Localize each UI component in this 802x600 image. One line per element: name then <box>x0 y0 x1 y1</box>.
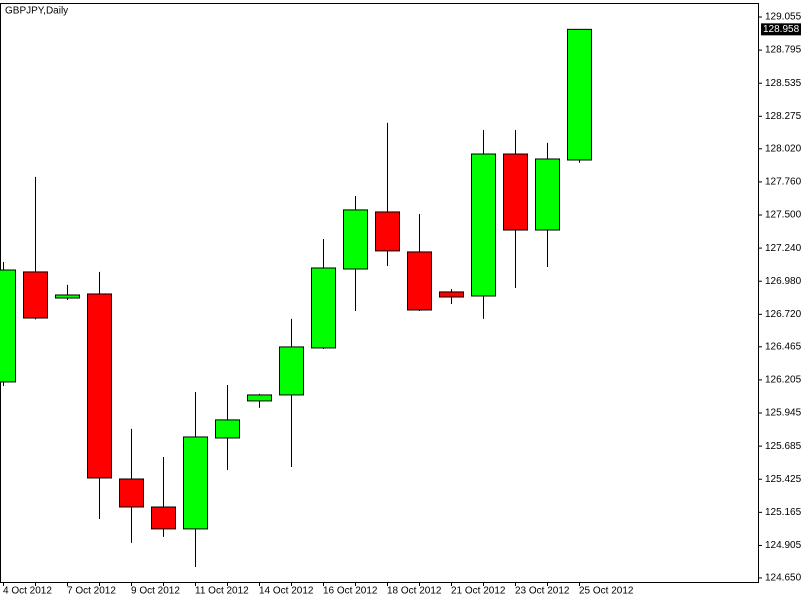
y-tick-label: 125.425 <box>765 474 802 485</box>
candle-body <box>151 506 176 530</box>
y-tick-label: 124.905 <box>765 540 802 551</box>
candle-body <box>503 153 528 231</box>
candle-body <box>407 251 432 311</box>
y-tick-label: 126.720 <box>765 309 802 320</box>
x-tick-label: 7 Oct 2012 <box>67 586 116 597</box>
y-tick-label: 128.795 <box>765 45 802 56</box>
y-tick-label: 125.945 <box>765 408 802 419</box>
candle-body <box>0 269 16 383</box>
y-tick-label: 126.205 <box>765 375 802 386</box>
x-tick-label: 4 Oct 2012 <box>3 586 52 597</box>
candle-body <box>279 346 304 396</box>
candle-body <box>215 419 240 439</box>
last-price-box <box>761 23 801 36</box>
x-tick-label: 21 Oct 2012 <box>451 586 506 597</box>
candle-body <box>55 294 80 299</box>
x-tick-label: 16 Oct 2012 <box>323 586 378 597</box>
y-tick-label: 125.165 <box>765 507 802 518</box>
chart-title: GBPJPY,Daily <box>5 6 68 17</box>
y-tick-label: 128.275 <box>765 111 802 122</box>
y-tick-label: 124.650 <box>765 573 802 584</box>
y-tick-label: 127.240 <box>765 243 802 254</box>
candle-body <box>23 271 48 319</box>
candle-body <box>183 436 208 530</box>
last-price-label: 128.958 <box>763 24 800 35</box>
y-tick-label: 129.055 <box>765 12 802 23</box>
candle-body <box>471 153 496 297</box>
x-tick-label: 18 Oct 2012 <box>387 586 442 597</box>
x-tick-label: 25 Oct 2012 <box>579 586 634 597</box>
candle-body <box>247 394 272 402</box>
candle-body <box>311 267 336 349</box>
x-tick-label: 23 Oct 2012 <box>515 586 570 597</box>
y-tick-label: 126.465 <box>765 341 802 352</box>
candle-body <box>535 158 560 231</box>
y-tick-label: 126.980 <box>765 276 802 287</box>
x-tick-label: 14 Oct 2012 <box>259 586 314 597</box>
candle-body <box>87 293 112 479</box>
candle-body <box>439 291 464 298</box>
y-tick-label: 128.535 <box>765 78 802 89</box>
x-tick-label: 9 Oct 2012 <box>131 586 180 597</box>
candle-body <box>343 209 368 270</box>
y-tick-label: 125.685 <box>765 441 802 452</box>
y-tick-label: 127.760 <box>765 177 802 188</box>
y-tick-label: 128.020 <box>765 143 802 154</box>
plot-frame <box>0 3 759 583</box>
candle-body <box>375 211 400 252</box>
candle-body <box>119 478 144 508</box>
x-tick-label: 11 Oct 2012 <box>195 586 249 597</box>
candle-body <box>567 28 592 161</box>
y-tick-label: 127.500 <box>765 210 802 221</box>
